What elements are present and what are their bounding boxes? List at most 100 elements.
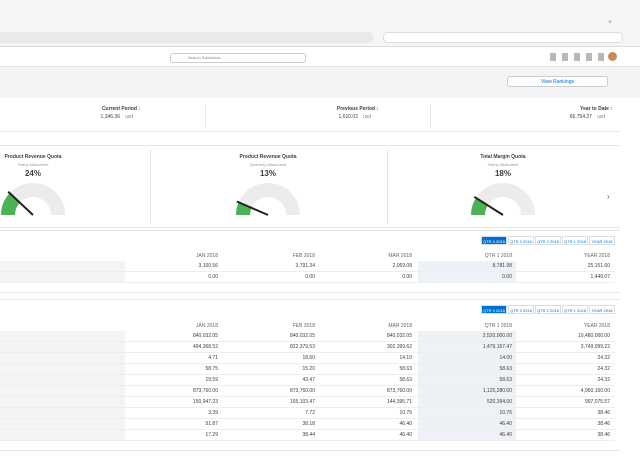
cell: 51.87	[205, 421, 218, 427]
cell: 4.71	[208, 355, 218, 361]
cell: 10,480,000.00	[578, 333, 610, 339]
global-search[interactable]	[170, 53, 306, 63]
cell: 0.00	[402, 274, 412, 280]
summary-unit: usd	[597, 114, 606, 120]
period-tab[interactable]: QTR 3 2018	[508, 305, 534, 314]
cell: 494,368.52	[192, 344, 218, 350]
gauge-title: Product Revenue Quota	[239, 154, 297, 160]
row-line	[0, 385, 615, 386]
gauge-title: Product Revenue Quota	[4, 154, 62, 160]
cell: 15.20	[302, 366, 315, 372]
divider	[205, 104, 206, 128]
next-arrow[interactable]: ›	[607, 192, 610, 201]
summary-unit: usd	[125, 114, 134, 120]
address-bar[interactable]	[0, 32, 373, 43]
cell: 10.76	[499, 410, 512, 416]
gauge-needle	[7, 190, 34, 216]
cell: 38.18	[302, 421, 315, 427]
period-tab[interactable]: QTR 1 2018	[562, 236, 588, 245]
gauge-needle	[236, 200, 269, 216]
cell: 58.63	[499, 377, 512, 383]
cell: 302,399.62	[386, 344, 412, 350]
cell: 46.40	[499, 421, 512, 427]
cell: 144,395.71	[386, 399, 412, 405]
cell: 165,103.47	[289, 399, 315, 405]
cell: 14.10	[399, 355, 412, 361]
divider	[387, 150, 388, 223]
period-tab[interactable]: QTR 1 2018	[562, 305, 588, 314]
row-line	[0, 407, 615, 408]
cell: 873,760.00	[289, 388, 315, 394]
gauge-subtitle: Yearly Attainment	[487, 162, 519, 167]
summary-panel	[0, 100, 620, 132]
row-line	[0, 341, 615, 342]
row-line	[0, 271, 615, 272]
cell: 3,749,099.22	[580, 344, 610, 350]
period-tab[interactable]: YEAR 2018	[589, 236, 615, 245]
row-line	[0, 429, 615, 430]
cell: 46.40	[399, 432, 412, 438]
cell: 997,075.57	[584, 399, 610, 405]
cell: 58.63	[399, 377, 412, 383]
column-header: MAR 2018	[388, 323, 412, 329]
cell: 24.32	[597, 377, 610, 383]
column-header: FEB 2018	[292, 323, 315, 329]
cell: 840,032.05	[386, 333, 412, 339]
cell: 1,449.07	[590, 274, 610, 280]
column-header: QTR 1 2018	[484, 253, 512, 259]
cell: 38.46	[597, 432, 610, 438]
cell: 43.47	[302, 377, 315, 383]
avatar[interactable]	[608, 52, 617, 61]
row-line	[0, 282, 615, 283]
cell: 18.60	[302, 355, 315, 361]
period-tab[interactable]: QTR 2 2018	[535, 236, 561, 245]
gauge-title: Total Margin Quota	[480, 154, 526, 160]
cell: 873,760.00	[192, 388, 218, 394]
cell: 0.00	[502, 274, 512, 280]
cell: 1,479,167.47	[482, 344, 512, 350]
gauge-track	[236, 183, 300, 215]
cell: 25,151.60	[587, 263, 610, 269]
column-header: QTR 1 2018	[484, 323, 512, 329]
browser-search[interactable]	[383, 32, 623, 43]
column-header: JAN 2018	[196, 323, 218, 329]
cell: 46.40	[499, 432, 512, 438]
summary-label: Current Period :	[101, 106, 140, 112]
row-line	[0, 352, 615, 353]
gauge-value: 13%	[259, 169, 276, 178]
row-line	[0, 418, 615, 419]
gauge-value: 24%	[24, 169, 41, 178]
period-tab[interactable]: YEAR 2018	[589, 305, 615, 314]
cell: 873,760.00	[386, 388, 412, 394]
search-placeholder: Search Salesforce	[188, 55, 221, 60]
gauge-fill	[471, 197, 488, 215]
cell: 10.76	[399, 410, 412, 416]
row-line	[0, 396, 615, 397]
row-line	[0, 374, 615, 375]
column-header: YEAR 2018	[583, 323, 610, 329]
cell: 58.63	[399, 366, 412, 372]
period-tab[interactable]: QTR 4 2018	[481, 305, 507, 314]
gauge-subtitle: Yearly Attainment	[17, 162, 49, 167]
cell: 822,379.53	[289, 344, 315, 350]
cell: 46.40	[399, 421, 412, 427]
cell: 14.00	[499, 355, 512, 361]
cell: 38.44	[302, 432, 315, 438]
cell: 38.46	[597, 410, 610, 416]
cell: 7.72	[305, 410, 315, 416]
cell: 24.32	[597, 366, 610, 372]
summary-value: 66,754.27	[569, 114, 592, 120]
cell: 58.75	[205, 366, 218, 372]
cell: 840,032.05	[289, 333, 315, 339]
period-tab[interactable]: QTR 3 2018	[508, 236, 534, 245]
view-rankings-button[interactable]: View Rankings	[507, 76, 608, 87]
gauge-needle	[473, 195, 504, 216]
cell: 19.59	[205, 377, 218, 383]
header-icons[interactable]	[550, 53, 606, 61]
period-tab[interactable]: QTR 4 2018	[481, 236, 507, 245]
period-tab[interactable]: QTR 2 2018	[535, 305, 561, 314]
cell: 3.39	[208, 410, 218, 416]
close-icon[interactable]: ×	[608, 19, 613, 26]
cell: 520,394.00	[486, 399, 512, 405]
